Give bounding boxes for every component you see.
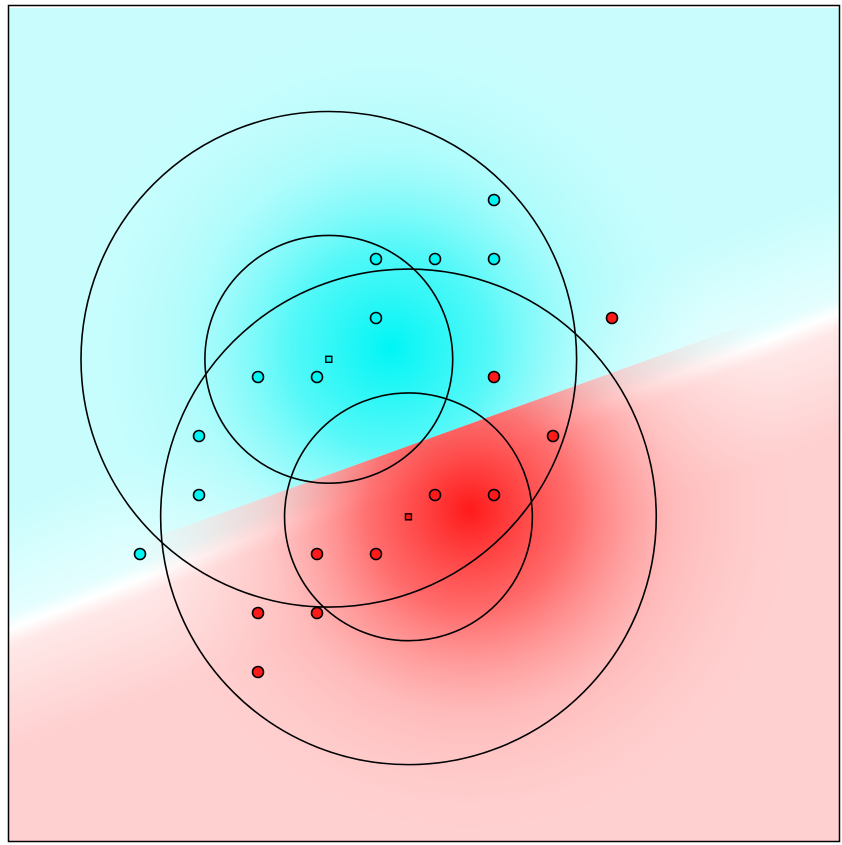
red-data-point [428,488,442,502]
cyan-data-point [310,370,324,384]
cyan-ring-2 [80,110,578,608]
cyan-data-point [369,311,383,325]
red-ring-1 [283,392,534,642]
cyan-data-point [428,252,442,266]
cyan-center-marker [325,355,333,363]
red-data-point [251,606,265,620]
red-data-point [487,488,501,502]
red-data-point [487,370,501,384]
cyan-data-point [192,429,206,443]
red-data-point [310,547,324,561]
red-data-point [251,665,265,679]
data-points [133,193,619,679]
center-markers [325,355,413,521]
cyan-data-point [487,193,501,207]
red-data-point [546,429,560,443]
cyan-ring-1 [204,234,454,484]
red-data-point [310,606,324,620]
cyan-data-point [192,488,206,502]
cyan-data-point [487,252,501,266]
red-data-point [605,311,619,325]
cyan-data-point [369,252,383,266]
red-data-point [369,547,383,561]
plot-frame [7,4,841,843]
cyan-data-point [133,547,147,561]
red-ring-2 [159,268,658,766]
red-center-marker [404,513,413,521]
center-rings [80,110,658,766]
cyan-data-point [251,370,265,384]
